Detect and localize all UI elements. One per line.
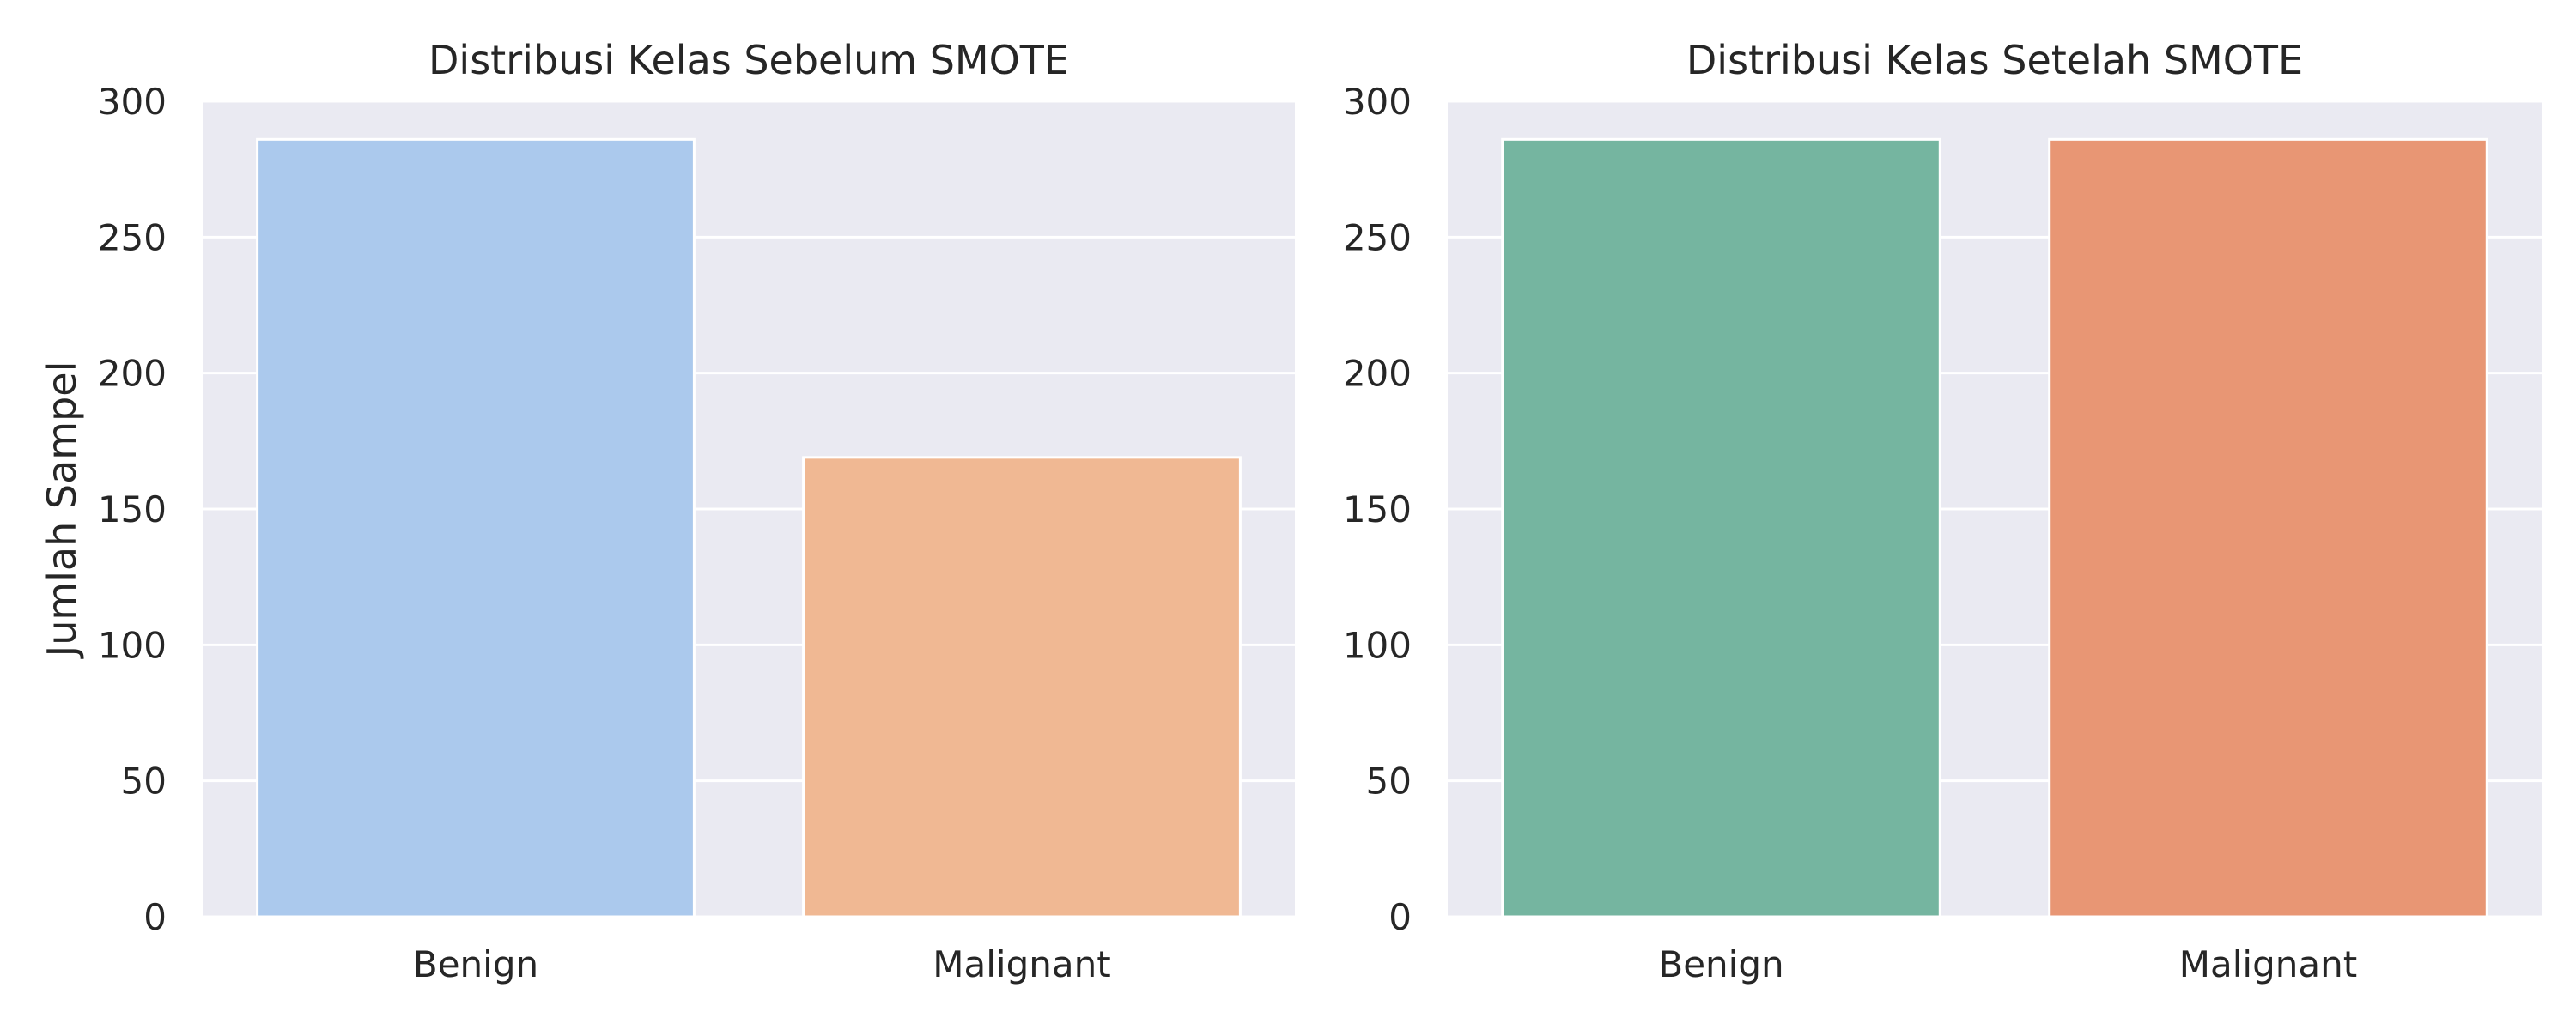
bar-benign xyxy=(256,137,696,918)
x-ticks-before: Benign Malignant xyxy=(413,943,1111,985)
y-tick-label: 250 xyxy=(1343,216,1412,258)
y-tick-label: 250 xyxy=(98,216,167,258)
y-tick-label: 300 xyxy=(98,81,167,123)
y-tick-label: 200 xyxy=(1343,353,1412,395)
x-ticks-after: Benign Malignant xyxy=(1658,943,2357,985)
chart-panel-after: 0 50 100 150 200 250 300 Benign Malignant Distr… xyxy=(1343,37,2542,985)
y-tick-label: 50 xyxy=(1366,760,1412,803)
y-ticks-after: 0 50 100 150 200 250 300 xyxy=(1343,81,1412,938)
chart-title-before: Distribusi Kelas Sebelum SMOTE xyxy=(428,37,1069,83)
y-tick-label: 200 xyxy=(98,353,167,395)
x-tick-label: Benign xyxy=(1658,943,1783,985)
y-tick-label: 100 xyxy=(98,624,167,666)
x-tick-label: Malignant xyxy=(933,943,1110,985)
x-tick-label: Malignant xyxy=(2179,943,2357,985)
y-ticks-before: 0 50 100 150 200 250 300 xyxy=(98,81,167,938)
y-tick-label: 300 xyxy=(1343,81,1412,123)
bar-malignant xyxy=(2048,137,2488,918)
bar-malignant xyxy=(802,456,1242,918)
y-tick-label: 150 xyxy=(1343,488,1412,530)
chart-panel-before: 0 50 100 150 200 250 300 Benign Malignant Distr… xyxy=(39,37,1295,985)
bars-after xyxy=(1501,137,2488,918)
bars-before xyxy=(256,137,1242,918)
y-axis-label-before: Jumlah Sampel xyxy=(39,361,85,660)
y-tick-label: 100 xyxy=(1343,624,1412,666)
bar-benign xyxy=(1501,137,1941,918)
y-tick-label: 150 xyxy=(98,488,167,530)
y-tick-label: 0 xyxy=(1388,896,1412,938)
chart-title-after: Distribusi Kelas Setelah SMOTE xyxy=(1686,37,2303,83)
y-tick-label: 0 xyxy=(143,896,167,938)
y-tick-label: 50 xyxy=(121,760,167,803)
x-tick-label: Benign xyxy=(413,943,538,985)
